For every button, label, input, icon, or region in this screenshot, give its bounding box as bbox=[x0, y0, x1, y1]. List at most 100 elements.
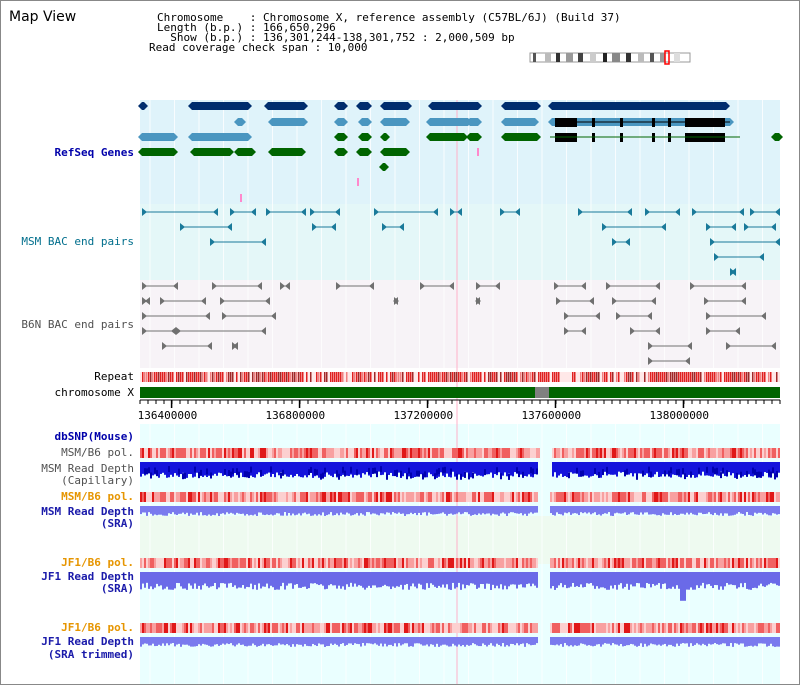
repeat-element bbox=[768, 372, 770, 382]
bac-end-marker bbox=[500, 208, 505, 216]
polymorphism-cell bbox=[630, 448, 632, 458]
polymorphism-cell bbox=[146, 492, 148, 502]
polymorphism-cell bbox=[362, 492, 364, 502]
coverage-span-info: Read coverage check span : 10,000 bbox=[149, 41, 368, 54]
polymorphism-cell bbox=[178, 492, 180, 502]
read-depth-bar bbox=[504, 572, 506, 586]
read-depth-bar bbox=[612, 637, 614, 644]
repeat-element bbox=[444, 372, 446, 382]
read-depth-bar bbox=[694, 462, 696, 478]
polymorphism-cell bbox=[228, 623, 230, 633]
polymorphism-cell bbox=[354, 492, 356, 502]
read-depth-bar bbox=[308, 462, 310, 473]
read-depth-bar bbox=[334, 572, 336, 586]
read-depth-bar bbox=[398, 572, 400, 587]
read-depth-bar bbox=[590, 572, 592, 584]
repeat-element bbox=[718, 372, 720, 382]
bac-end-marker bbox=[331, 223, 336, 231]
read-depth-bar bbox=[664, 506, 666, 515]
read-depth-peak bbox=[232, 468, 234, 475]
polymorphism-cell bbox=[228, 448, 230, 458]
polymorphism-cell bbox=[618, 623, 620, 633]
polymorphism-cell bbox=[176, 623, 178, 633]
read-depth-bar bbox=[472, 462, 474, 473]
read-depth-bar bbox=[162, 637, 164, 644]
polymorphism-cell bbox=[294, 623, 296, 633]
polymorphism-cell bbox=[512, 623, 514, 633]
polymorphism-cell bbox=[704, 623, 706, 633]
polymorphism-cell bbox=[404, 448, 406, 458]
gene-arrow bbox=[138, 148, 142, 156]
read-depth-bar bbox=[404, 637, 406, 644]
gene-arrow bbox=[138, 102, 142, 110]
polymorphism-cell bbox=[554, 558, 556, 568]
read-depth-bar bbox=[528, 572, 530, 584]
polymorphism-cell bbox=[684, 558, 686, 568]
read-depth-peak bbox=[244, 471, 246, 478]
read-depth-bar bbox=[664, 572, 666, 584]
read-depth-bar bbox=[456, 637, 458, 647]
read-depth-bar bbox=[408, 506, 410, 515]
gene-feature bbox=[192, 133, 248, 141]
polymorphism-cell bbox=[488, 558, 490, 568]
read-depth-peak bbox=[184, 472, 186, 479]
polymorphism-cell bbox=[584, 558, 586, 568]
polymorphism-cell bbox=[670, 448, 672, 458]
read-depth-bar bbox=[580, 572, 582, 585]
polymorphism-cell bbox=[246, 623, 248, 633]
polymorphism-cell bbox=[378, 558, 380, 568]
bac-end-marker bbox=[399, 223, 404, 231]
read-depth-bar bbox=[702, 637, 704, 644]
polymorphism-cell bbox=[158, 623, 160, 633]
read-depth-bar bbox=[614, 572, 616, 586]
read-depth-bar bbox=[732, 462, 734, 474]
track-label-msm-bac[interactable]: MSM BAC end pairs bbox=[21, 235, 134, 248]
read-depth-bar bbox=[434, 637, 436, 647]
polymorphism-cell bbox=[480, 492, 482, 502]
polymorphism-cell bbox=[516, 448, 518, 458]
read-depth-bar bbox=[198, 637, 200, 645]
read-depth-bar bbox=[512, 572, 514, 585]
read-depth-bar bbox=[316, 462, 318, 474]
polymorphism-cell bbox=[188, 448, 190, 458]
polymorphism-cell bbox=[760, 448, 762, 458]
track-label-dbsnp[interactable]: dbSNP(Mouse) bbox=[54, 430, 134, 443]
polymorphism-cell bbox=[774, 492, 776, 502]
read-depth-bar bbox=[662, 572, 664, 584]
polymorphism-cell bbox=[686, 558, 688, 568]
polymorphism-cell bbox=[618, 448, 620, 458]
polymorphism-cell bbox=[316, 492, 318, 502]
repeat-element bbox=[494, 372, 496, 382]
polymorphism-cell bbox=[186, 558, 188, 568]
read-depth-bar bbox=[224, 462, 226, 473]
polymorphism-cell bbox=[514, 623, 516, 633]
repeat-element bbox=[156, 372, 158, 382]
read-depth-bar bbox=[750, 637, 752, 646]
polymorphism-cell bbox=[774, 558, 776, 568]
polymorphism-cell bbox=[504, 558, 506, 568]
gene-arrow bbox=[408, 102, 412, 110]
read-depth-peak bbox=[664, 470, 666, 477]
track-label-b6n-bac[interactable]: B6N BAC end pairs bbox=[21, 318, 134, 331]
polymorphism-cell bbox=[572, 448, 574, 458]
repeat-element bbox=[554, 372, 556, 382]
read-depth-bar bbox=[662, 462, 664, 475]
read-depth-bar bbox=[712, 637, 714, 645]
polymorphism-cell bbox=[588, 623, 590, 633]
read-depth-bar bbox=[256, 462, 258, 475]
read-depth-bar bbox=[478, 506, 480, 514]
read-depth-bar bbox=[420, 506, 422, 516]
read-depth-bar bbox=[602, 506, 604, 515]
gene-arrow bbox=[426, 133, 430, 141]
track-label-refseq[interactable]: RefSeq Genes bbox=[54, 146, 134, 159]
read-depth-bar bbox=[478, 572, 480, 588]
read-depth-bar bbox=[610, 506, 612, 516]
read-depth-bar bbox=[464, 572, 466, 589]
read-depth-bar bbox=[506, 637, 508, 646]
read-depth-peak bbox=[436, 469, 438, 476]
repeat-element bbox=[450, 372, 452, 382]
polymorphism-cell bbox=[342, 558, 344, 568]
polymorphism-cell bbox=[620, 448, 622, 458]
polymorphism-cell bbox=[242, 448, 244, 458]
